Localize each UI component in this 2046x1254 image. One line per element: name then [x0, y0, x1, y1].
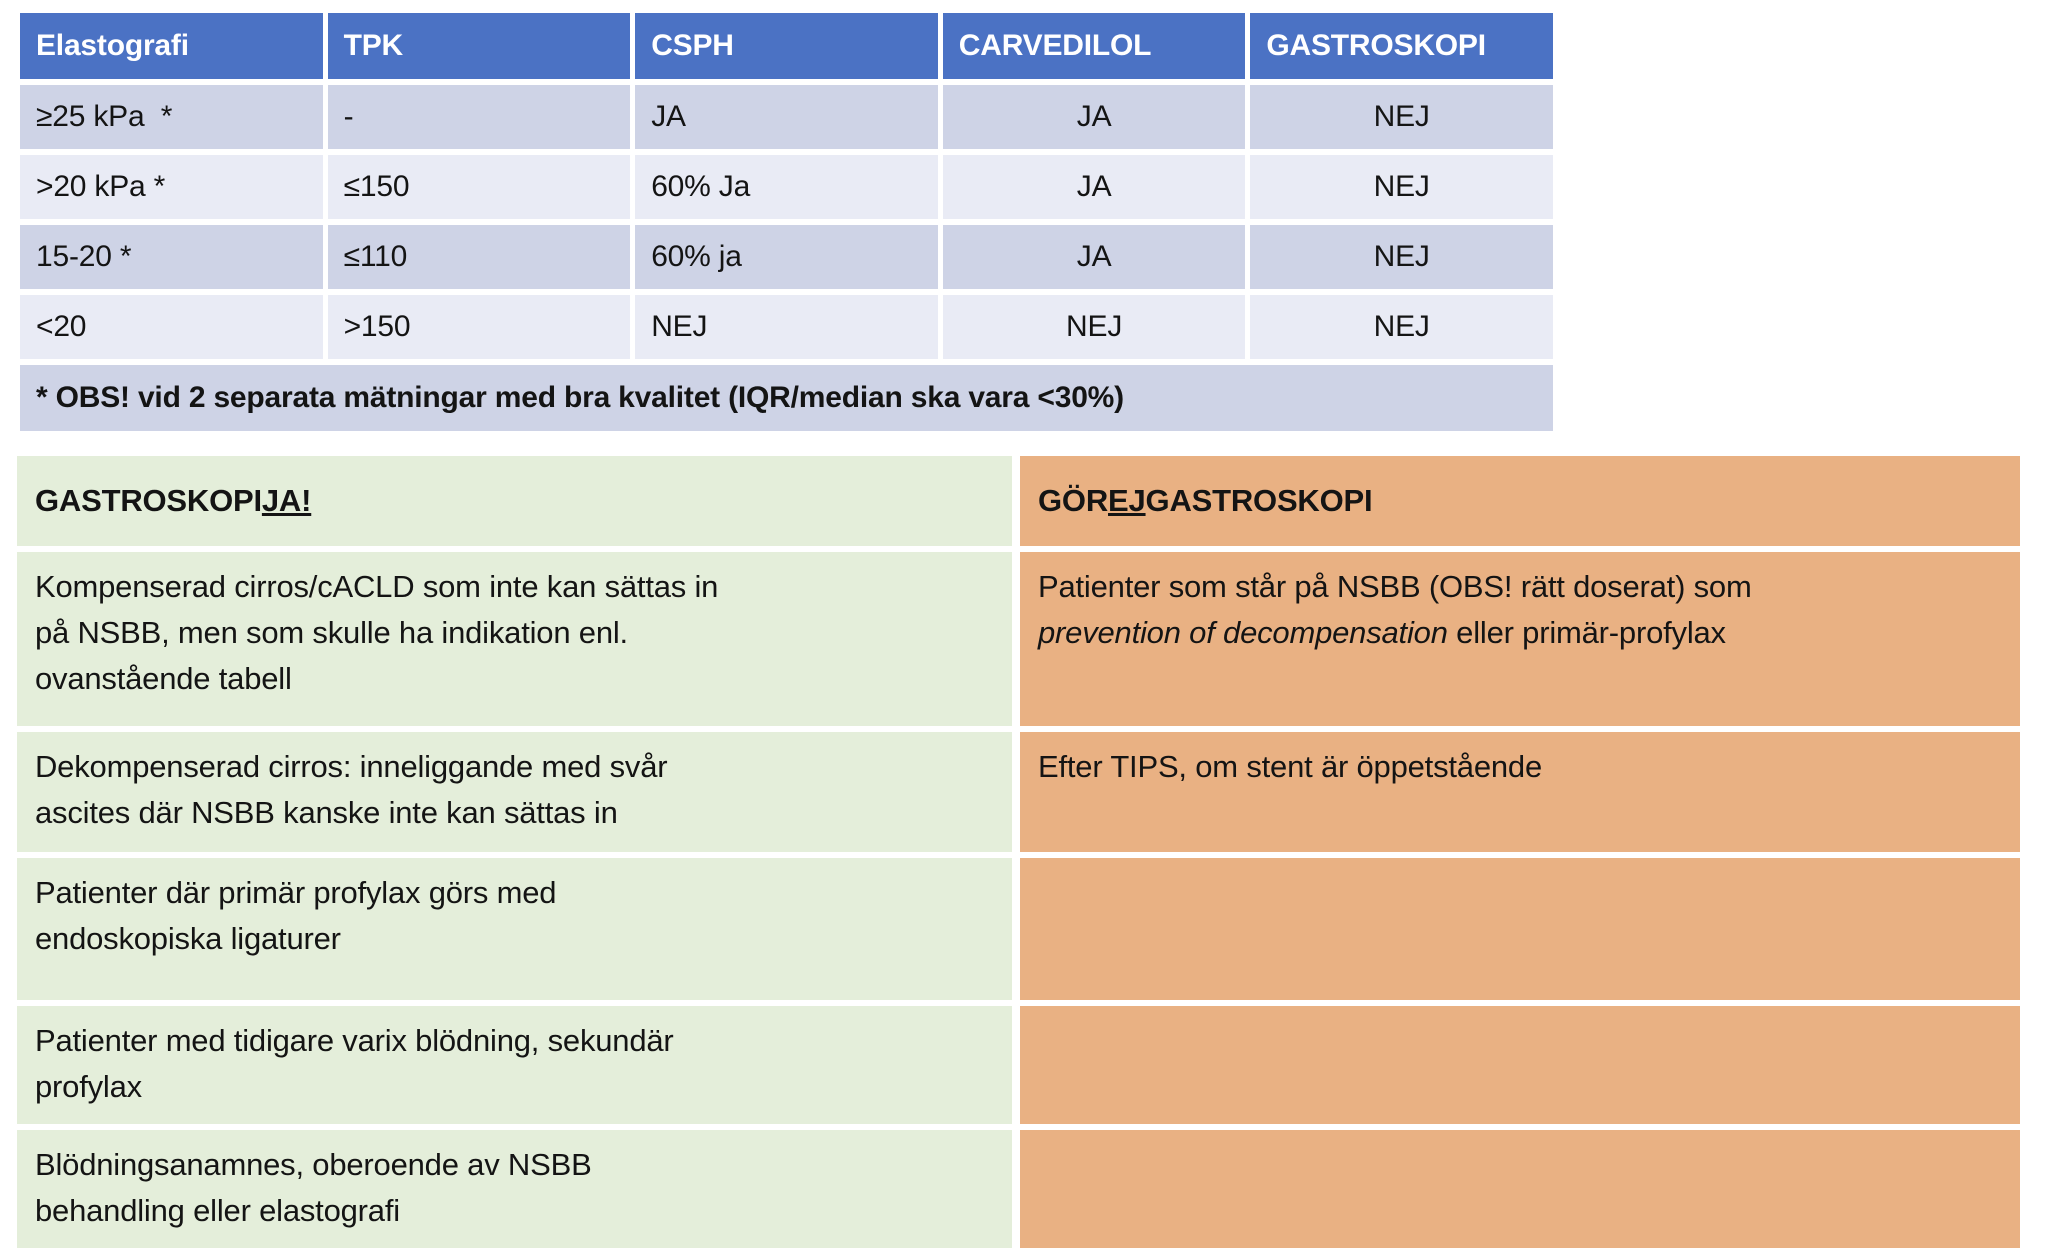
cell-carvedilol-row3: JA — [942, 225, 1246, 289]
cell-csph-row3: 60% ja — [635, 225, 938, 289]
cell-csph-row1: JA — [635, 85, 938, 149]
col-header-elastografi: Elastografi — [20, 13, 323, 79]
gor-ej-row-1: Patienter som står på NSBB (OBS! rätt do… — [1020, 552, 2020, 726]
table-footnote: * OBS! vid 2 separata mätningar med bra … — [20, 365, 1553, 431]
cell-csph-row4: NEJ — [635, 295, 938, 359]
gor-ej-row-3 — [1020, 858, 2020, 1000]
cell-gastroskopi-row4: NEJ — [1250, 295, 1553, 359]
elastography-decision-table: Elastografi TPK CSPH CARVEDILOL GASTROSK… — [20, 13, 1553, 431]
cell-elastografi-row1: ≥25 kPa * — [20, 85, 323, 149]
gastroskopi-ja-header: GASTROSKOPI JA! — [17, 456, 1012, 546]
cell-tpk-row4: >150 — [327, 295, 631, 359]
gastroskopi-ja-row-4: Patienter med tidigare varix blödning, s… — [17, 1006, 1012, 1124]
gor-ej-row-5 — [1020, 1130, 2020, 1248]
cell-csph-row2: 60% Ja — [635, 155, 938, 219]
cell-gastroskopi-row1: NEJ — [1250, 85, 1553, 149]
gor-ej-row-4 — [1020, 1006, 2020, 1124]
cell-gastroskopi-row2: NEJ — [1250, 155, 1553, 219]
col-header-carvedilol: CARVEDILOL — [942, 13, 1246, 79]
gor-ej-row-2: Efter TIPS, om stent är öppetstående — [1020, 732, 2020, 852]
cell-carvedilol-row2: JA — [942, 155, 1246, 219]
col-header-gastroskopi: GASTROSKOPI — [1250, 13, 1553, 79]
cell-elastografi-row4: <20 — [20, 295, 323, 359]
gastroskopi-ja-row-1: Kompenserad cirros/cACLD som inte kan sä… — [17, 552, 1012, 726]
gastroskopi-ja-row-5: Blödningsanamnes, oberoende av NSBB beha… — [17, 1130, 1012, 1248]
cell-elastografi-row2: >20 kPa * — [20, 155, 323, 219]
cell-tpk-row2: ≤150 — [327, 155, 631, 219]
col-header-tpk: TPK — [327, 13, 631, 79]
gastroskopi-ja-row-3: Patienter där primär profylax görs med e… — [17, 858, 1012, 1000]
gastroscopy-indication-table: GASTROSKOPI JA! GÖR EJ GASTROSKOPI Kompe… — [17, 456, 2020, 1248]
gor-ej-gastroskopi-header: GÖR EJ GASTROSKOPI — [1020, 456, 2020, 546]
col-header-csph: CSPH — [635, 13, 938, 79]
cell-carvedilol-row1: JA — [942, 85, 1246, 149]
cell-gastroskopi-row3: NEJ — [1250, 225, 1553, 289]
gastroskopi-ja-row-2: Dekompenserad cirros: inneliggande med s… — [17, 732, 1012, 852]
cell-carvedilol-row4: NEJ — [942, 295, 1246, 359]
cell-tpk-row1: - — [327, 85, 631, 149]
cell-tpk-row3: ≤110 — [327, 225, 631, 289]
cell-elastografi-row3: 15-20 * — [20, 225, 323, 289]
